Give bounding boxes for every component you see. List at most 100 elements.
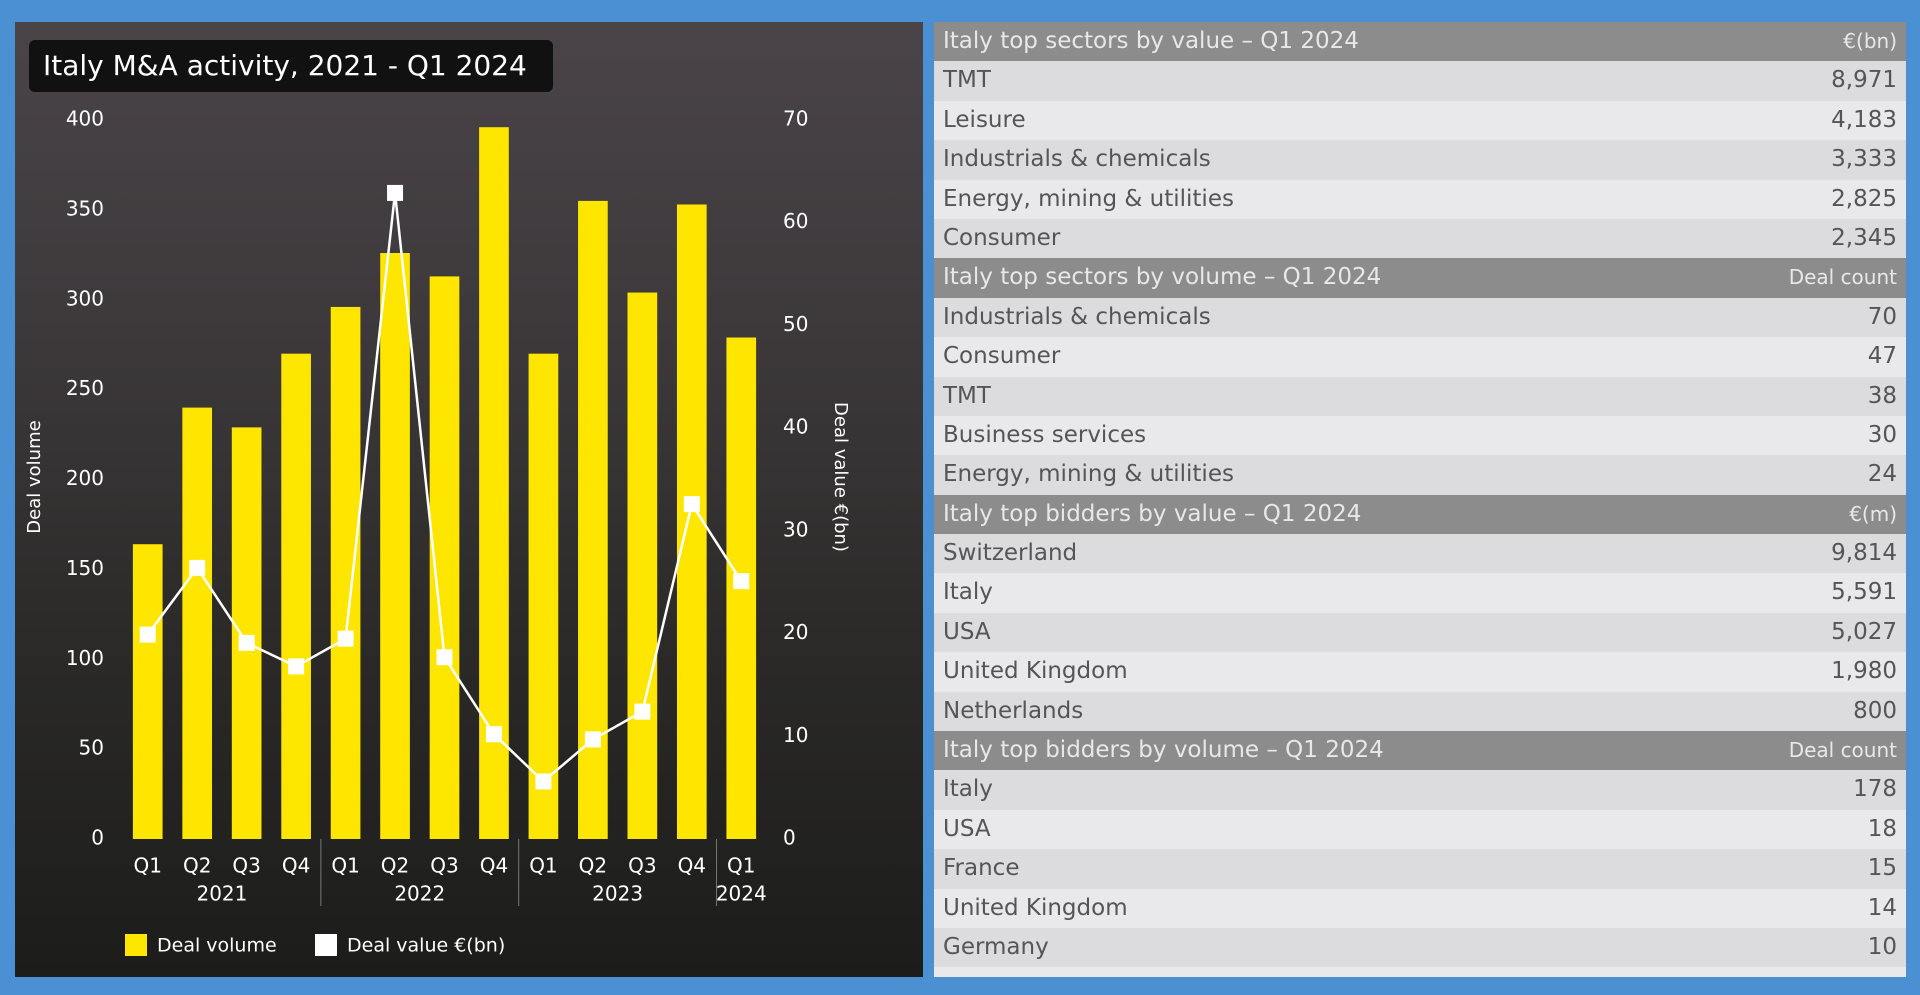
y-tick-label: 400 bbox=[66, 107, 104, 131]
table-header: Italy top bidders by volume – Q1 2024 Dea… bbox=[934, 731, 1906, 771]
x-tick-label: Q4 bbox=[480, 854, 508, 878]
title-box bbox=[29, 40, 553, 92]
y-tick-label: 300 bbox=[66, 286, 104, 310]
marker bbox=[288, 658, 305, 675]
bar bbox=[330, 306, 361, 839]
marker bbox=[584, 731, 601, 748]
row-value: 2,825 bbox=[1831, 185, 1897, 212]
row-label: Consumer bbox=[943, 224, 1061, 251]
table-row: USA 18 bbox=[934, 810, 1906, 849]
y2-tick-label: 70 bbox=[783, 107, 808, 131]
table-title: Italy top bidders by volume – Q1 2024 bbox=[943, 737, 1384, 764]
row-label: USA bbox=[943, 618, 991, 645]
y-tick-label: 100 bbox=[66, 646, 104, 670]
marker bbox=[535, 773, 552, 790]
row-value: 30 bbox=[1867, 421, 1897, 448]
y2-axis-title: Deal value €(bn) bbox=[830, 402, 851, 552]
x-group-label: 2023 bbox=[592, 882, 643, 906]
x-tick-label: Q4 bbox=[282, 854, 310, 878]
x-tick-label: Q2 bbox=[183, 854, 211, 878]
table-row: United Kingdom 14 bbox=[934, 889, 1906, 928]
row-value: 47 bbox=[1867, 343, 1897, 370]
y-tick-label: 250 bbox=[66, 376, 104, 400]
table-unit: €(bn) bbox=[1843, 29, 1897, 53]
table-unit: Deal count bbox=[1788, 738, 1897, 763]
row-label: TMT bbox=[943, 67, 991, 94]
marker bbox=[733, 573, 750, 590]
row-label: Netherlands bbox=[943, 697, 1084, 724]
table-row: Industrials & chemicals 3,333 bbox=[934, 140, 1906, 180]
y2-tick-label: 40 bbox=[783, 415, 808, 439]
table-title: Italy top bidders by value – Q1 2024 bbox=[943, 500, 1362, 527]
table-unit: €(m) bbox=[1849, 501, 1897, 526]
bar bbox=[281, 353, 311, 839]
row-label: Leisure bbox=[943, 106, 1026, 133]
chart-title: Italy M&A activity, 2021 - Q1 2024 bbox=[43, 49, 527, 82]
table-row: Energy, mining & utilities 24 bbox=[934, 455, 1906, 495]
y-tick-label: 50 bbox=[79, 736, 104, 760]
bar bbox=[380, 253, 410, 839]
bar bbox=[231, 427, 262, 839]
row-value: 3,333 bbox=[1831, 146, 1897, 173]
table-row: France 15 bbox=[934, 849, 1906, 889]
row-label: Italy bbox=[943, 579, 993, 606]
row-label: Germany bbox=[943, 933, 1049, 960]
bar bbox=[528, 353, 559, 839]
table-header: Italy top sectors by volume – Q1 2024 Dea… bbox=[934, 258, 1906, 298]
row-label: Business services bbox=[943, 421, 1147, 448]
y2-tick-label: 60 bbox=[783, 209, 808, 233]
tables-panel: Italy top sectors by value – Q1 2024 €(bn… bbox=[934, 22, 1906, 977]
marker bbox=[683, 496, 700, 513]
row-label: United Kingdom bbox=[943, 894, 1128, 921]
marker bbox=[189, 559, 206, 576]
x-tick-label: Q4 bbox=[678, 854, 706, 878]
row-value: 178 bbox=[1853, 776, 1897, 803]
x-group-label: 2021 bbox=[196, 882, 247, 906]
bar bbox=[182, 407, 213, 839]
chart: Italy M&A activity, 2021 - Q1 2024 Deal … bbox=[24, 40, 851, 957]
table-row: Netherlands 800 bbox=[934, 691, 1906, 732]
row-label: Energy, mining & utilities bbox=[943, 185, 1234, 212]
y2-tick-label: 20 bbox=[783, 620, 808, 644]
legend-swatch bbox=[315, 934, 337, 956]
x-tick-label: Q1 bbox=[133, 854, 161, 878]
row-value: 38 bbox=[1867, 382, 1897, 409]
table-row: Consumer 47 bbox=[934, 337, 1906, 376]
x-group-label: 2024 bbox=[716, 882, 767, 906]
table-row: Industrials & chemicals 70 bbox=[934, 297, 1906, 338]
table-title: Italy top sectors by value – Q1 2024 bbox=[943, 28, 1359, 54]
table-row: TMT 8,971 bbox=[934, 61, 1906, 101]
marker bbox=[238, 634, 255, 651]
row-label: Italy bbox=[943, 776, 993, 803]
x-group-label: 2022 bbox=[394, 882, 445, 906]
row-label: Industrials & chemicals bbox=[943, 303, 1211, 330]
table-header: Italy top sectors by value – Q1 2024 €(bn… bbox=[934, 22, 1906, 62]
y-tick-label: 0 bbox=[91, 826, 104, 850]
table-row: Germany 10 bbox=[934, 927, 1906, 968]
marker bbox=[436, 649, 453, 666]
table-header: Italy top bidders by value – Q1 2024 €(m) bbox=[934, 494, 1906, 535]
marker bbox=[387, 184, 404, 201]
table-row: Italy 5,591 bbox=[934, 573, 1906, 612]
legend-swatch bbox=[125, 934, 147, 956]
table-row: United Kingdom 1,980 bbox=[934, 652, 1906, 691]
row-value: 18 bbox=[1867, 815, 1897, 842]
row-label: Switzerland bbox=[943, 540, 1078, 567]
row-label: United Kingdom bbox=[943, 658, 1128, 685]
x-tick-label: Q2 bbox=[381, 854, 409, 878]
x-tick-label: Q3 bbox=[628, 854, 656, 878]
table-row: Consumer 2,345 bbox=[934, 218, 1906, 259]
table-row: Switzerland 9,814 bbox=[934, 534, 1906, 574]
row-value: 15 bbox=[1867, 855, 1897, 882]
table-row: USA 5,027 bbox=[934, 612, 1906, 653]
table-title: Italy top sectors by volume – Q1 2024 bbox=[943, 264, 1382, 291]
row-value: 70 bbox=[1867, 303, 1897, 330]
row-value: 10 bbox=[1867, 933, 1897, 960]
y-axis-title: Deal volume bbox=[24, 420, 45, 533]
table-row: Business services 30 bbox=[934, 416, 1906, 455]
row-value: 14 bbox=[1867, 894, 1897, 921]
legend-label: Deal value €(bn) bbox=[347, 935, 505, 957]
row-label: TMT bbox=[943, 382, 991, 409]
row-value: 2,345 bbox=[1831, 224, 1897, 251]
